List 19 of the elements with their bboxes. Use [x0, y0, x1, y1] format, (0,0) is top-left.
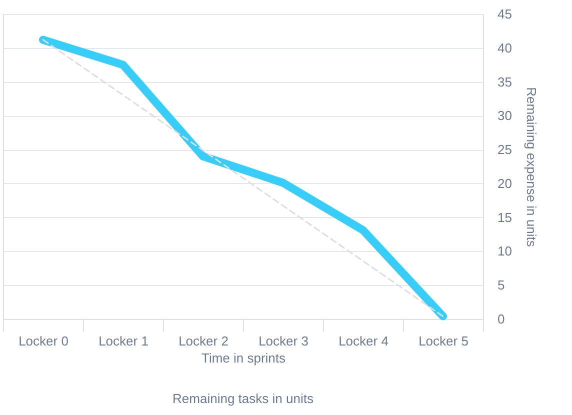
text: Remaining tasks in units — [172, 391, 314, 406]
y-tick-label: 40 — [498, 40, 512, 56]
y-tick-label: 10 — [498, 244, 512, 259]
x-tick-label: Locker 0 — [18, 334, 68, 348]
x-tick-label: Locker 4 — [338, 334, 388, 348]
x-tick-label: Locker 3 — [258, 334, 308, 348]
x-tick-label: Locker 2 — [178, 334, 228, 348]
y-tick-label: 15 — [498, 210, 512, 225]
x-tick-label: Locker 5 — [418, 334, 468, 348]
y-tick-label: 5 — [498, 278, 505, 293]
y-tick-label: 45 — [498, 6, 512, 22]
y-tick-label: 0 — [498, 312, 505, 326]
y-axis-title: Remaining expense in units — [524, 87, 539, 248]
x-tick-label: Locker 1 — [98, 334, 148, 348]
y-tick-label: 25 — [498, 142, 512, 158]
x-axis-title: Time in sprints — [201, 350, 286, 366]
y-tick-label: 35 — [498, 74, 512, 90]
y-tick-label: 20 — [498, 176, 512, 191]
y-tick-label: 30 — [498, 108, 512, 124]
